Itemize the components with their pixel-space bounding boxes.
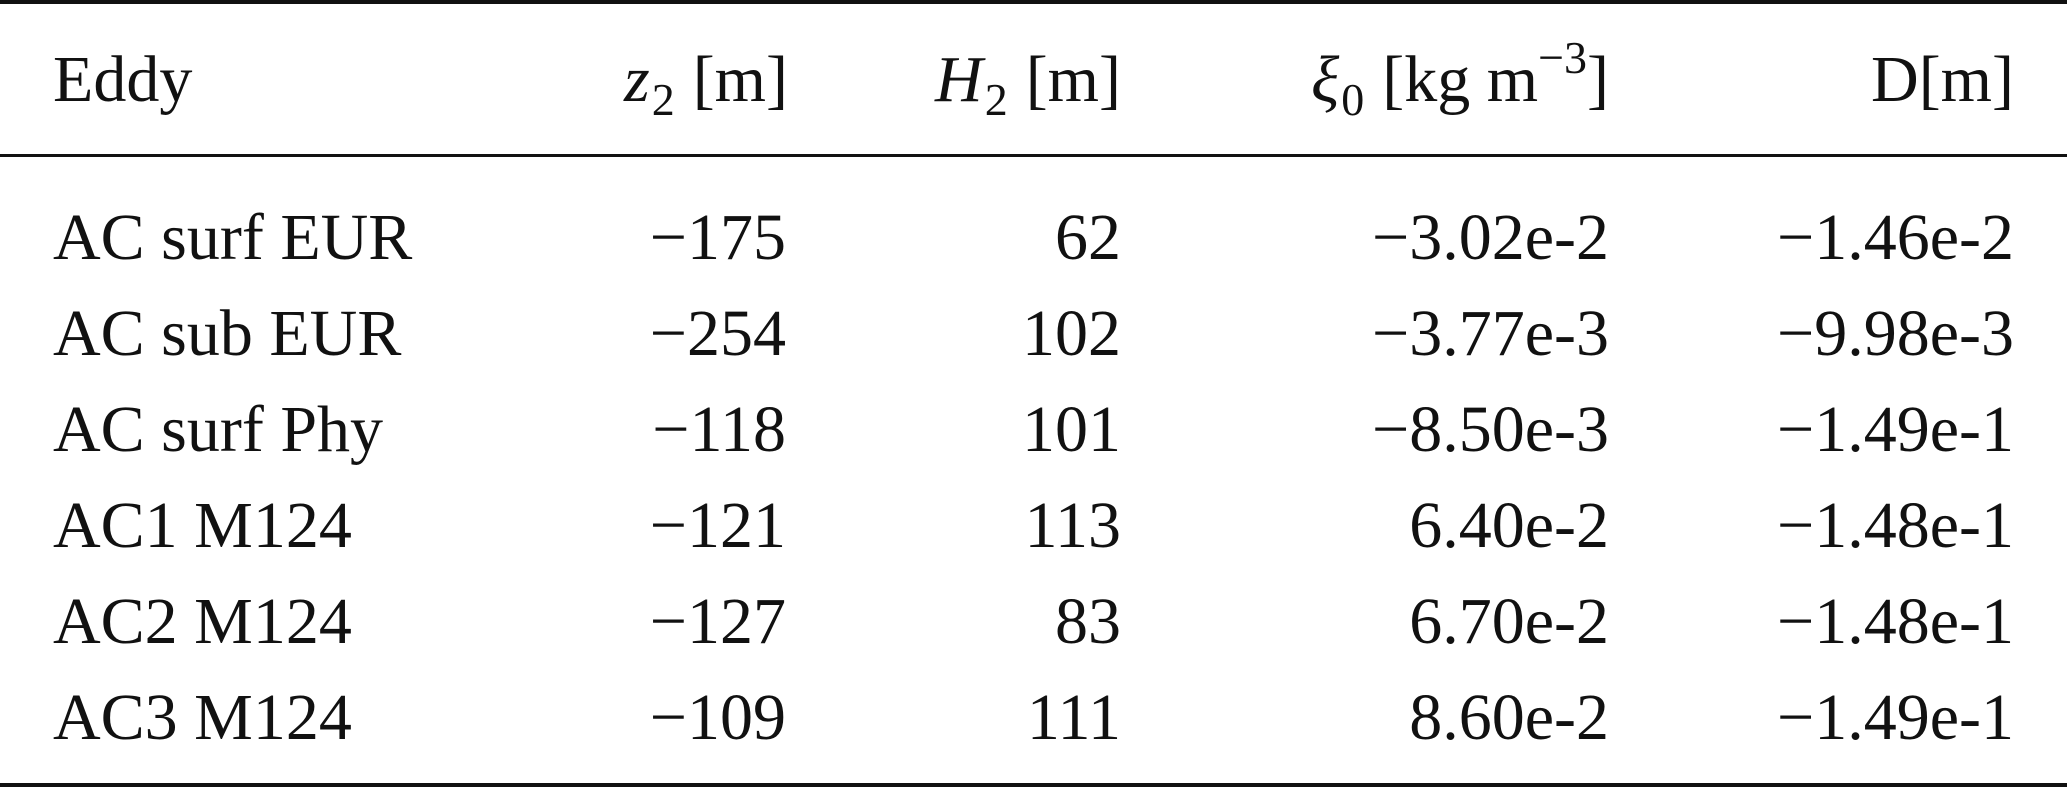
cell-d: −9.98e-3 [1777,297,2014,370]
table-header-row: Eddy z2 [m] H2 [m] ξ0 [kg m−3] D[m] [0,0,2067,154]
cell-h2: 62 [1055,201,1121,274]
cell-xi0: 8.60e-2 [1409,681,1609,754]
cell-eddy: AC sub EUR [53,297,402,370]
cell-xi0: −3.77e-3 [1372,297,1609,370]
cell-xi0: 6.40e-2 [1409,489,1609,562]
cell-eddy: AC1 M124 [53,489,352,562]
table-row: AC3 M124 −109 111 8.60e-2 −1.49e-1 [0,670,2067,766]
cell-z2: −118 [652,393,786,466]
header-rule [0,154,2067,157]
cell-xi0: −3.02e-2 [1372,201,1609,274]
cell-eddy: AC surf Phy [53,393,384,466]
cell-eddy: AC3 M124 [53,681,352,754]
cell-eddy: AC2 M124 [53,585,352,658]
header-h2: H2 [m] [935,43,1121,125]
cell-z2: −127 [649,585,786,658]
cell-h2: 111 [1026,681,1121,754]
table-row: AC sub EUR −254 102 −3.77e-3 −9.98e-3 [0,286,2067,382]
table-row: AC surf EUR −175 62 −3.02e-2 −1.46e-2 [0,190,2067,286]
header-eddy: Eddy [53,43,193,116]
cell-z2: −254 [649,297,786,370]
table-row: AC surf Phy −118 101 −8.50e-3 −1.49e-1 [0,382,2067,478]
table-row: AC1 M124 −121 113 6.40e-2 −1.48e-1 [0,478,2067,574]
cell-eddy: AC surf EUR [53,201,413,274]
cell-h2: 113 [1024,489,1121,562]
cell-xi0: 6.70e-2 [1409,585,1609,658]
eddy-parameters-table: Eddy z2 [m] H2 [m] ξ0 [kg m−3] D[m] AC surf… [0,0,2067,766]
table-row: AC2 M124 −127 83 6.70e-2 −1.48e-1 [0,574,2067,670]
cell-d: −1.48e-1 [1777,489,2014,562]
cell-d: −1.49e-1 [1777,681,2014,754]
cell-h2: 102 [1022,297,1121,370]
header-d: D[m] [1871,43,2014,116]
header-xi0: ξ0 [kg m−3] [1310,32,1609,125]
top-rule [0,0,2067,4]
cell-d: −1.48e-1 [1777,585,2014,658]
cell-d: −1.49e-1 [1777,393,2014,466]
cell-z2: −175 [649,201,786,274]
table-body: AC surf EUR −175 62 −3.02e-2 −1.46e-2 AC sub … [0,154,2067,766]
cell-z2: −121 [649,489,786,562]
cell-d: −1.46e-2 [1777,201,2014,274]
cell-xi0: −8.50e-3 [1372,393,1609,466]
cell-h2: 101 [1022,393,1121,466]
header-z2: z2 [m] [624,43,788,125]
cell-z2: −109 [649,681,786,754]
cell-h2: 83 [1055,585,1121,658]
bottom-rule [0,783,2067,787]
